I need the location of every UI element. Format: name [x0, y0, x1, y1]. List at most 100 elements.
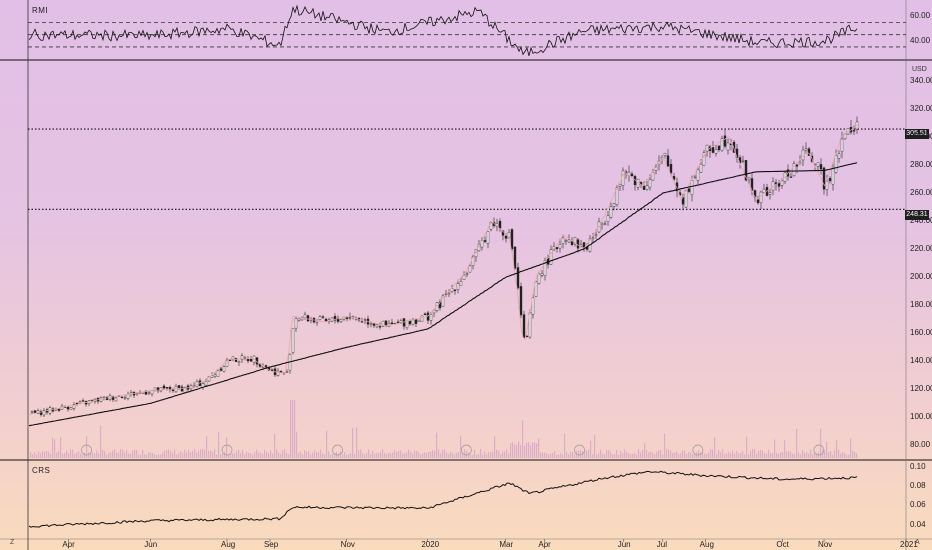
volume-bar: [326, 430, 328, 458]
volume-bar: [390, 453, 392, 458]
price-candle: [714, 149, 718, 154]
price-candle: [303, 314, 307, 319]
earnings-marker-icon: [813, 444, 825, 456]
price-candle: [306, 315, 310, 322]
volume-bar: [706, 453, 708, 458]
price-candle: [696, 169, 700, 181]
volume-bar: [420, 454, 422, 458]
volume-bar: [306, 451, 308, 458]
volume-bar: [814, 452, 816, 458]
time-axis-tick-label: Apr: [62, 540, 75, 549]
price-candle: [705, 144, 709, 152]
price-candle: [120, 396, 124, 398]
volume-bar: [700, 452, 702, 458]
level-tag-top: 305.51: [905, 129, 929, 139]
volume-bar: [158, 454, 160, 458]
volume-bar: [478, 453, 480, 458]
volume-bar: [174, 449, 176, 458]
volume-bar: [804, 452, 806, 458]
volume-bar: [796, 428, 798, 458]
volume-bar: [492, 451, 494, 458]
volume-bar: [556, 454, 558, 458]
price-candle: [828, 178, 832, 182]
price-candle: [450, 288, 454, 292]
volume-bar: [780, 452, 782, 458]
volume-bar: [56, 452, 58, 458]
volume-bar: [466, 450, 468, 458]
volume-bar: [724, 454, 726, 458]
volume-bar: [662, 454, 664, 458]
price-candle: [609, 206, 613, 218]
corner-left[interactable]: Z: [10, 539, 15, 546]
volume-bar: [684, 450, 686, 458]
volume-bar: [726, 453, 728, 458]
price-candle: [285, 371, 289, 373]
volume-bar: [602, 453, 604, 458]
volume-bar: [656, 451, 658, 458]
volume-bar: [232, 453, 234, 458]
volume-bar: [294, 400, 296, 458]
volume-bar: [218, 432, 220, 458]
corner-right[interactable]: A: [915, 539, 920, 546]
price-candle: [417, 319, 421, 322]
price-candle: [816, 162, 820, 167]
volume-bar: [298, 452, 300, 458]
rmi-axis-tick-label: 60.00: [910, 11, 931, 21]
price-candle: [30, 411, 34, 413]
volume-bar: [310, 454, 312, 458]
volume-bar: [302, 454, 304, 458]
volume-bar: [400, 450, 402, 458]
volume-bar: [720, 452, 722, 458]
volume-bar: [584, 450, 586, 458]
rmi-axis-tick-label: 40.00: [910, 35, 931, 45]
volume-bar: [362, 453, 364, 458]
volume-bar: [836, 440, 838, 458]
volume-bar: [94, 453, 96, 458]
price-candle: [747, 177, 751, 181]
volume-bar: [808, 453, 810, 458]
volume-bar: [678, 454, 680, 458]
volume-bar: [672, 452, 674, 458]
price-candle: [834, 155, 838, 173]
volume-bar: [124, 452, 126, 458]
volume-bar: [558, 454, 560, 458]
volume-bar: [534, 442, 536, 458]
price-candle: [474, 249, 478, 258]
volume-bar: [288, 454, 290, 458]
volume-bar: [774, 439, 776, 458]
price-candle: [840, 138, 844, 152]
volume-bar: [488, 452, 490, 458]
price-candle: [537, 273, 541, 284]
volume-bar: [304, 450, 306, 458]
volume-bar: [486, 454, 488, 458]
volume-bar: [46, 450, 48, 458]
volume-bar: [802, 449, 804, 458]
volume-bar: [786, 451, 788, 458]
volume-bar: [562, 454, 564, 458]
volume-bar: [532, 442, 534, 458]
volume-bar: [620, 451, 622, 458]
volume-bar: [322, 453, 324, 458]
price-candle: [504, 235, 508, 239]
volume-bar: [404, 453, 406, 458]
volume-bar: [456, 452, 458, 458]
volume-bar: [514, 444, 516, 458]
volume-bar: [648, 452, 650, 458]
volume-bar: [202, 449, 204, 458]
price-candle: [726, 142, 730, 151]
volume-bar: [782, 451, 784, 458]
time-axis-tick-label: Aug: [699, 540, 714, 549]
volume-bar: [40, 453, 42, 458]
price-candle: [561, 237, 565, 244]
volume-bar: [624, 449, 626, 458]
volume-bar: [788, 451, 790, 458]
price-candle: [831, 168, 835, 185]
volume-bar: [340, 451, 342, 458]
price-candle: [594, 234, 598, 236]
volume-bar: [152, 453, 154, 458]
volume-bar: [380, 451, 382, 458]
price-candle: [369, 323, 373, 325]
price-candle: [543, 260, 547, 276]
price-candle: [153, 387, 157, 391]
